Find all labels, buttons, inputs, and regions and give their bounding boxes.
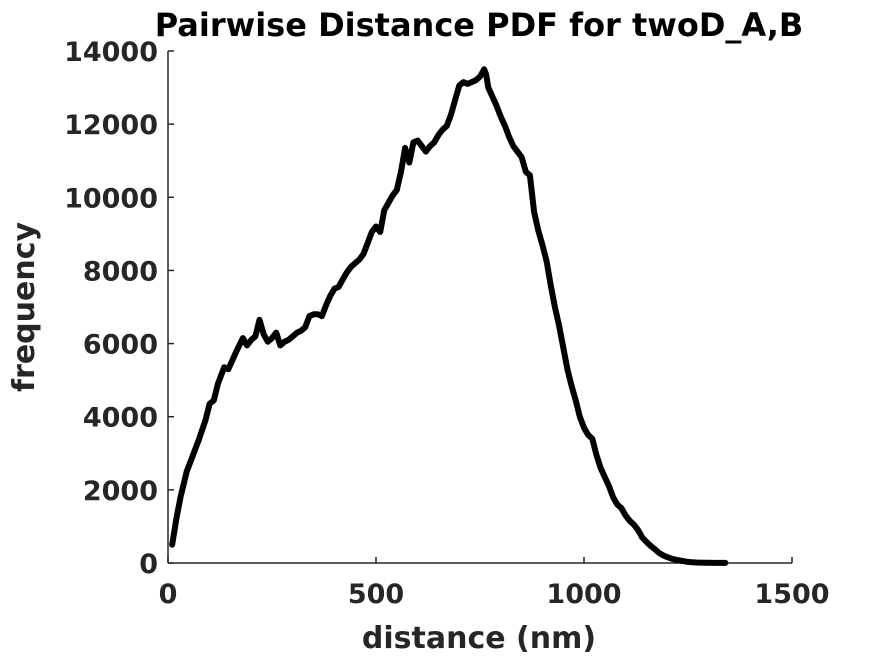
y-tick-label: 8000: [83, 256, 158, 287]
x-tick-label: 1500: [754, 579, 829, 610]
y-tick-label: 6000: [83, 330, 158, 361]
plot-axes: [167, 51, 792, 564]
x-tick-label: 0: [159, 579, 178, 610]
x-axis-label: distance (nm): [362, 621, 596, 656]
y-axis-label: frequency: [7, 222, 42, 393]
y-tick-label: 14000: [64, 37, 158, 68]
y-tick-label: 2000: [83, 476, 158, 507]
chart-title: Pairwise Distance PDF for twoD_A,B: [155, 6, 804, 44]
y-tick-label: 10000: [64, 183, 158, 214]
y-tick-label: 12000: [64, 110, 158, 141]
series-line: [169, 66, 729, 566]
y-ticks: 0 2000 4000 6000 8000 10000 12000 14000: [64, 37, 174, 580]
y-tick-label: 4000: [83, 403, 158, 434]
y-tick-label: 0: [139, 549, 158, 580]
x-tick-label: 500: [348, 579, 404, 610]
x-tick-label: 1000: [546, 579, 621, 610]
x-ticks: 0 500 1000 1500: [159, 557, 830, 610]
